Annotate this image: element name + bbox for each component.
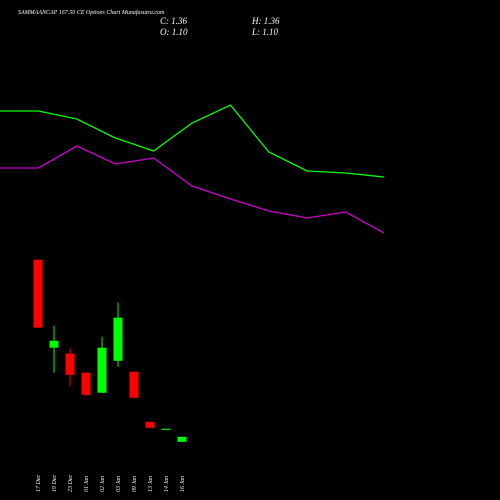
x-tick-label: 09 Jan [132,476,138,492]
x-tick-label: 17 Dec [36,475,42,492]
candle-body [161,428,171,430]
x-tick-label: 01 Jan [84,476,90,492]
x-tick-label: 03 Jan [116,476,122,492]
x-tick-label: 16 Jan [180,476,186,492]
candle-body [81,372,91,395]
chart-title: SAMMAANCAP 167.50 CE Options Chart Munaf… [18,9,165,16]
x-tick-label: 23 Dec [68,475,74,492]
x-tick-label: 02 Jan [100,476,106,492]
x-tick-label: 14 Jan [163,476,170,492]
candle-body [49,340,59,348]
candle-body [65,353,75,375]
open-label: O: 1.10 [160,27,188,37]
indicator-line [0,104,385,178]
x-tick-label: 13 Jan [148,476,154,492]
high-label: H: 1.36 [251,16,280,26]
indicator-line [0,145,385,234]
candle-body [129,371,139,398]
candle-body [33,259,43,328]
candle-body [177,436,187,442]
x-tick-label: 19 Dec [52,475,58,492]
close-label: C: 1.36 [160,16,188,26]
candle-body [145,421,155,428]
low-label: L: 1.10 [251,27,279,37]
candle-body [113,317,123,361]
candle-body [97,347,107,393]
